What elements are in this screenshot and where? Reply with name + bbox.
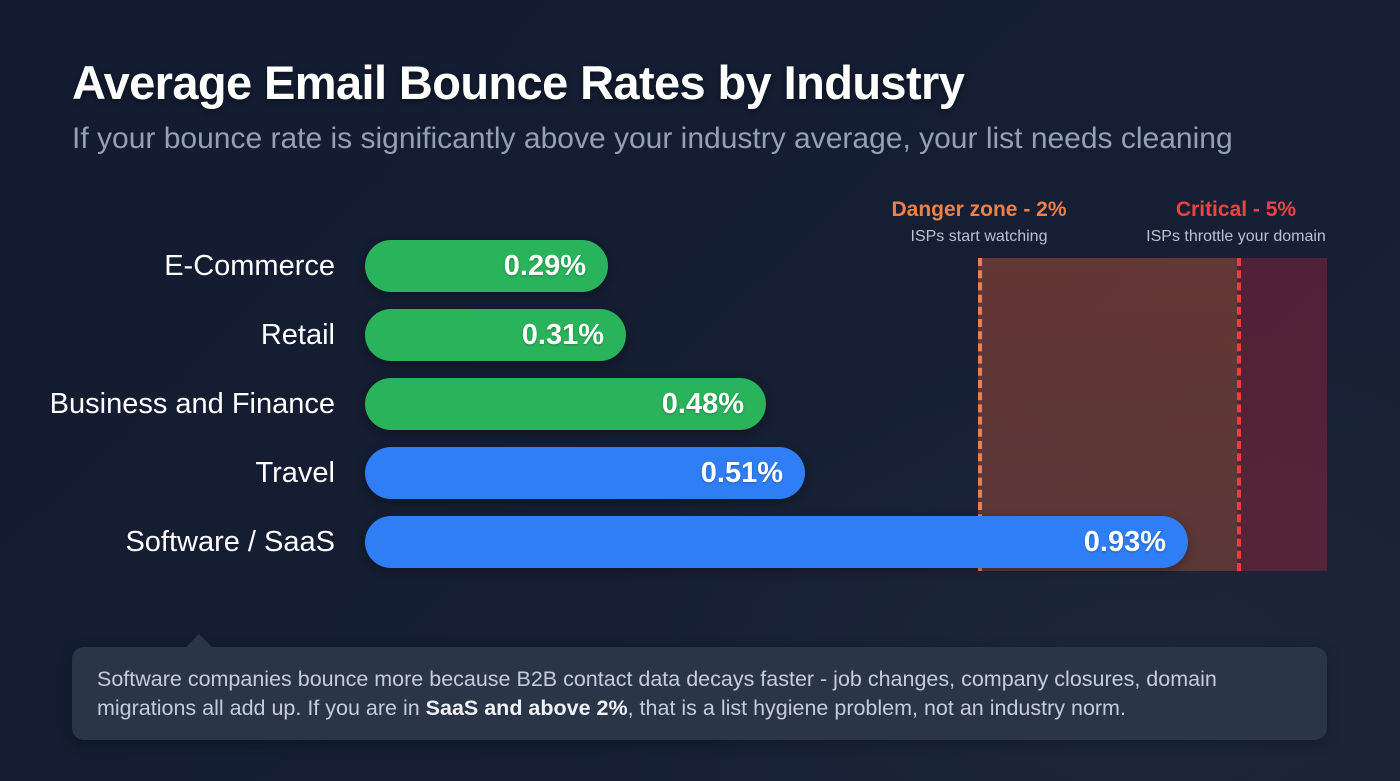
bar-value-label: 0.93% — [1083, 525, 1166, 558]
bar-row: Software / SaaS 0.93% — [0, 516, 1400, 568]
critical-zone-annotation: Critical - 5% ISPs throttle your domain — [1090, 198, 1382, 246]
bar-category-label: Software / SaaS — [125, 525, 335, 558]
bar-group: E-Commerce 0.29% Retail 0.31% Business and F… — [0, 240, 1400, 585]
danger-zone-annotation: Danger zone - 2% ISPs start watching — [833, 198, 1125, 246]
bar-category-label: Retail — [260, 318, 335, 351]
bar[interactable]: 0.48% — [365, 378, 766, 430]
bar-row: E-Commerce 0.29% — [0, 240, 1400, 292]
callout-pointer-icon — [185, 634, 213, 648]
footnote-text: Software companies bounce more because B… — [97, 665, 1307, 723]
bar-row: Retail 0.31% — [0, 309, 1400, 361]
danger-zone-subtitle: ISPs start watching — [910, 228, 1048, 245]
bar[interactable]: 0.31% — [365, 309, 626, 361]
critical-zone-subtitle: ISPs throttle your domain — [1146, 228, 1326, 245]
bar-value-label: 0.51% — [700, 456, 783, 489]
footnote-part-2: , that is a list hygiene problem, not an… — [627, 696, 1126, 720]
footnote-emphasis: SaaS and above 2% — [425, 696, 628, 720]
bar-category-label: Travel — [255, 456, 336, 489]
bar-row: Travel 0.51% — [0, 447, 1400, 499]
bar-row: Business and Finance 0.48% — [0, 378, 1400, 430]
critical-threshold-line — [1237, 258, 1241, 571]
bar-value-label: 0.29% — [503, 249, 586, 282]
bar[interactable]: 0.29% — [365, 240, 608, 292]
footnote-callout: Software companies bounce more because B… — [72, 634, 1327, 740]
bar[interactable]: 0.51% — [365, 447, 805, 499]
danger-threshold-line — [978, 258, 982, 571]
page-title: Average Email Bounce Rates by Industry — [72, 56, 965, 109]
danger-zone-title: Danger zone - 2% — [891, 198, 1067, 221]
footnote-part-1: Software companies bounce more because B… — [97, 667, 1217, 720]
page-subtitle: If your bounce rate is significantly abo… — [72, 122, 1233, 155]
critical-zone-title: Critical - 5% — [1175, 198, 1297, 221]
bar-value-label: 0.48% — [661, 387, 744, 420]
bar-category-label: Business and Finance — [49, 387, 335, 420]
bar[interactable]: 0.93% — [365, 516, 1188, 568]
critical-zone-region — [1237, 258, 1327, 571]
bar-value-label: 0.31% — [521, 318, 604, 351]
bar-category-label: E-Commerce — [164, 249, 335, 282]
